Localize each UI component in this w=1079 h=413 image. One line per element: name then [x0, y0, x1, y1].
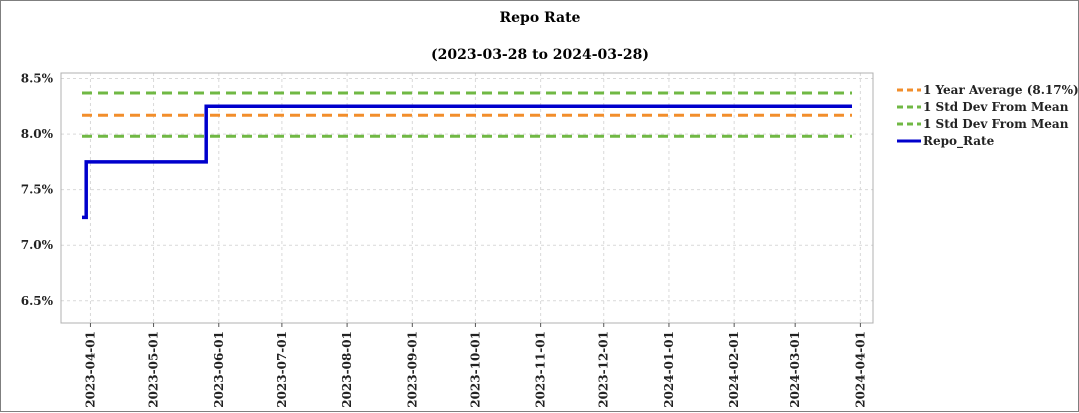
y-axis-ticks: 6.5% 7.0% 7.5% 8.0% 8.5%	[21, 72, 54, 308]
x-axis-ticks: 2023-04-01 2023-05-01 2023-06-01 2023-07-01…	[83, 323, 867, 408]
grid-lines	[61, 73, 873, 323]
y-tick-label: 8.0%	[21, 127, 54, 141]
x-tick-label: 2023-11-01	[534, 331, 548, 408]
x-tick-label: 2023-09-01	[405, 331, 419, 408]
x-tick-label: 2023-12-01	[597, 331, 611, 408]
x-tick-label: 2023-06-01	[212, 331, 226, 408]
legend-label: 1 Std Dev From Mean	[923, 117, 1069, 131]
x-tick-label: 2024-02-01	[727, 331, 741, 408]
series-line-3	[82, 104, 852, 220]
series-group	[82, 91, 852, 220]
chart-title: Repo Rate	[500, 10, 581, 26]
x-tick-label: 2023-04-01	[83, 331, 97, 408]
x-tick-label: 2023-08-01	[340, 331, 354, 408]
y-tick-label: 6.5%	[21, 294, 54, 308]
y-tick-label: 7.5%	[21, 183, 54, 197]
chart-subtitle: (2023-03-28 to 2024-03-28)	[431, 47, 649, 63]
x-tick-label: 2024-01-01	[662, 331, 676, 408]
plot-area	[60, 72, 874, 324]
legend-label: 1 Year Average (8.17%)	[923, 83, 1079, 97]
y-tick-label: 7.0%	[21, 238, 54, 252]
legend: 1 Year Average (8.17%) 1 Std Dev From Mea…	[897, 83, 1079, 149]
legend-label: 1 Std Dev From Mean	[923, 100, 1069, 114]
x-tick-label: 2023-05-01	[147, 331, 161, 408]
x-tick-label: 2023-10-01	[468, 331, 482, 408]
x-tick-label: 2024-04-01	[853, 331, 867, 408]
y-tick-label: 8.5%	[21, 72, 54, 86]
x-tick-label: 2024-03-01	[788, 331, 802, 408]
legend-label: Repo_Rate	[923, 134, 995, 149]
x-tick-label: 2023-07-01	[275, 331, 289, 408]
